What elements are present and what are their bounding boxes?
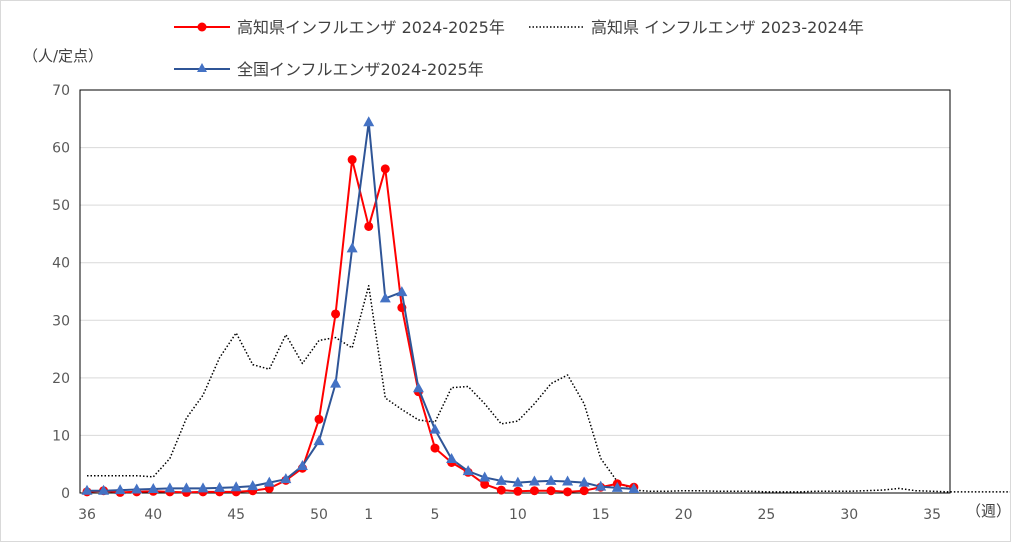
data-point (412, 382, 424, 393)
data-point (263, 476, 275, 487)
data-point (180, 482, 192, 493)
data-point (513, 486, 523, 496)
data-point (330, 377, 342, 388)
y-tick-label: 60 (52, 141, 70, 157)
data-point (562, 475, 574, 486)
data-point (197, 482, 209, 493)
x-tick-label: 15 (592, 507, 610, 523)
data-point (446, 453, 458, 464)
data-point (164, 482, 176, 493)
data-point (114, 484, 126, 495)
series-line (87, 284, 1010, 493)
x-tick-label: 35 (923, 507, 941, 523)
y-axis-ticks: 0 10 20 30 40 50 60 70 (52, 83, 70, 502)
data-point (314, 414, 324, 424)
data-point (147, 482, 159, 493)
plot-area-border (79, 89, 951, 494)
data-point (563, 487, 573, 497)
x-tick-label: 36 (78, 507, 96, 523)
x-tick-label: 1 (364, 507, 373, 523)
data-point (480, 479, 490, 489)
data-point (611, 481, 623, 492)
data-point (296, 459, 308, 470)
x-tick-label: 10 (509, 507, 527, 523)
data-point (479, 471, 491, 482)
data-point (280, 473, 292, 484)
x-tick-label: 40 (144, 507, 162, 523)
series-0 (82, 155, 639, 497)
data-point (430, 443, 440, 453)
data-point (214, 481, 226, 492)
data-point (346, 242, 358, 253)
data-point (230, 481, 242, 492)
x-tick-label: 5 (431, 507, 440, 523)
x-tick-label: 50 (310, 507, 328, 523)
legend-label-national-2024: 全国インフルエンザ2024-2025年 (237, 60, 484, 79)
x-axis-ticks: 36 40 45 50 1 5 10 15 20 25 30 35 (78, 507, 941, 523)
data-point (131, 483, 143, 494)
y-tick-label: 50 (52, 198, 70, 214)
series-line (87, 121, 634, 492)
legend: 高知県インフルエンザ 2024-2025年 高知県 インフルエンザ 2023-2… (174, 18, 864, 79)
data-point (81, 484, 93, 495)
series-2 (81, 116, 640, 495)
gridlines (80, 147, 950, 436)
data-point (396, 286, 408, 297)
data-point (313, 435, 325, 446)
y-tick-label: 70 (52, 83, 70, 99)
x-axis-unit-label: （週） (966, 502, 1010, 520)
legend-label-kochi-2023: 高知県 インフルエンザ 2023-2024年 (591, 18, 864, 37)
data-point (380, 164, 390, 174)
data-point (579, 486, 589, 496)
data-point (628, 482, 640, 493)
data-point (595, 480, 607, 491)
legend-item-kochi-2023: 高知県 インフルエンザ 2023-2024年 (529, 18, 864, 37)
y-tick-label: 40 (52, 256, 70, 272)
data-point (331, 309, 341, 319)
data-point (529, 486, 539, 496)
legend-item-kochi-2024: 高知県インフルエンザ 2024-2025年 (174, 18, 505, 37)
data-point (429, 423, 441, 434)
data-point (578, 476, 590, 487)
x-tick-label: 20 (675, 507, 693, 523)
y-tick-label: 30 (52, 313, 70, 329)
data-point (347, 155, 357, 165)
data-point (462, 465, 474, 476)
legend-marker-kochi-2024 (197, 22, 207, 32)
y-tick-label: 20 (52, 371, 70, 387)
series-line (86, 158, 635, 494)
x-tick-label: 30 (840, 507, 858, 523)
legend-item-national-2024: 全国インフルエンザ2024-2025年 (174, 60, 484, 79)
data-point (364, 221, 374, 231)
data-point (546, 486, 556, 496)
series-1 (87, 284, 1010, 493)
x-tick-label: 25 (758, 507, 776, 523)
data-point (247, 480, 259, 491)
data-point (379, 292, 391, 303)
data-point (545, 474, 557, 485)
data-point (512, 476, 524, 487)
data-point (363, 116, 375, 127)
data-point (495, 474, 507, 485)
data-point (496, 485, 506, 495)
data-point (528, 475, 540, 486)
series-layer (81, 116, 1010, 497)
data-point (98, 484, 110, 495)
y-tick-label: 10 (52, 428, 70, 444)
legend-marker-national-2024 (197, 63, 207, 72)
legend-label-kochi-2024: 高知県インフルエンザ 2024-2025年 (237, 18, 505, 37)
y-tick-label: 0 (61, 486, 70, 502)
x-tick-label: 45 (227, 507, 245, 523)
y-axis-unit-label: （人/定点） (23, 47, 103, 65)
